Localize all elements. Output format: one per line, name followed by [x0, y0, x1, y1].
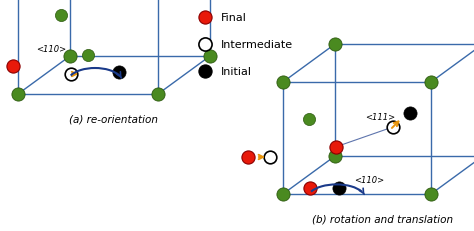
Point — [427, 192, 435, 196]
Point — [305, 118, 313, 121]
Point — [115, 71, 123, 75]
Text: (a) re-orientation: (a) re-orientation — [70, 115, 158, 125]
Point — [9, 65, 17, 69]
Point — [279, 192, 287, 196]
Text: Final: Final — [221, 13, 247, 23]
Point — [201, 43, 209, 47]
Point — [389, 125, 397, 129]
Point — [67, 73, 75, 76]
Point — [154, 93, 162, 96]
Point — [206, 55, 214, 59]
Point — [279, 81, 287, 85]
Point — [427, 81, 435, 85]
Point — [331, 155, 339, 158]
Point — [57, 14, 64, 17]
Text: Initial: Initial — [221, 67, 252, 77]
Text: <110>: <110> — [354, 175, 384, 184]
Point — [201, 70, 209, 73]
Point — [244, 155, 252, 159]
Point — [331, 43, 339, 47]
Point — [406, 112, 413, 116]
Text: Intermediate: Intermediate — [221, 40, 293, 50]
Point — [332, 146, 339, 149]
Point — [306, 187, 313, 190]
Text: <111>: <111> — [365, 112, 395, 122]
Point — [336, 187, 343, 190]
Point — [66, 55, 74, 59]
Text: <110>: <110> — [36, 45, 66, 54]
Point — [266, 155, 274, 159]
Point — [84, 54, 91, 57]
Text: (b) rotation and translation: (b) rotation and translation — [312, 214, 454, 224]
Point — [201, 16, 209, 20]
Point — [14, 93, 22, 96]
